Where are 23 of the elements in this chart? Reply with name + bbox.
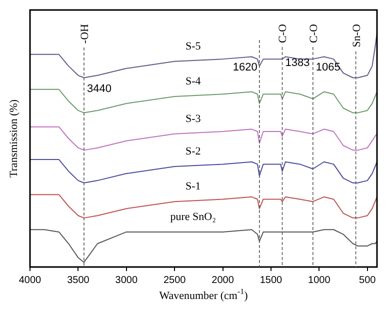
x-tick-label: 1500: [260, 274, 283, 286]
annotation: 3440: [86, 82, 112, 95]
x-tick-label: 2500: [163, 274, 186, 286]
series-label: S-4: [185, 75, 202, 88]
series-label: S-5: [185, 40, 202, 52]
y-axis-title: Transmission (%): [8, 99, 20, 178]
annotation: 1620: [232, 62, 258, 74]
ref-line-label: C-O: [277, 24, 290, 43]
x-tick-label: 3500: [67, 274, 90, 286]
annotation: 1383: [285, 57, 310, 70]
ref-line-label: -OH: [78, 24, 91, 44]
x-tick-label: 3000: [115, 274, 138, 286]
x-tick-label: 500: [359, 274, 376, 286]
x-tick-label: 2000: [212, 274, 234, 286]
series-label: pure SnO₂: [170, 210, 216, 223]
ref-line-label: C-O: [308, 24, 320, 43]
x-tick-label: 4000: [18, 274, 42, 286]
ref-line-label: Sn-O: [350, 24, 363, 48]
x-tick-label: 1000: [308, 274, 331, 286]
annotation: 1065: [316, 62, 340, 74]
series-label: S-1: [185, 180, 201, 193]
series-label: S-3: [185, 112, 202, 125]
series-label: S-2: [185, 146, 201, 158]
